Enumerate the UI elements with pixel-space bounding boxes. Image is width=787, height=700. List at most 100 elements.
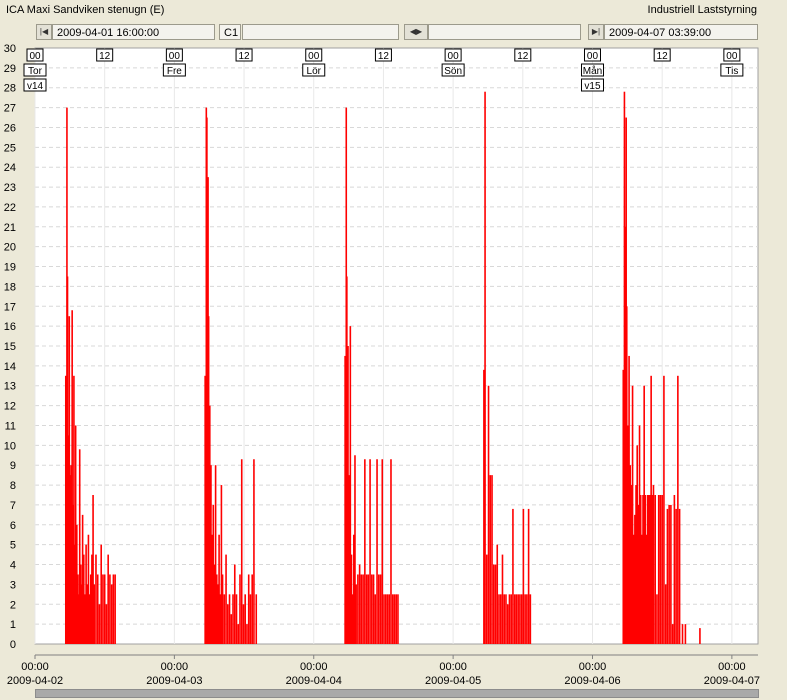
data-bar xyxy=(251,574,253,644)
data-bar xyxy=(681,624,684,644)
data-bar xyxy=(82,554,85,644)
data-bar xyxy=(353,534,355,644)
data-bar xyxy=(397,594,399,644)
seek-start-icon[interactable]: |◀ xyxy=(36,24,52,40)
data-bar xyxy=(383,594,385,644)
day-label: Fre xyxy=(167,66,182,77)
data-bar xyxy=(377,574,380,644)
data-bar xyxy=(650,375,652,644)
data-bar xyxy=(625,306,628,644)
y-tick-label: 18 xyxy=(4,281,16,293)
data-bar xyxy=(207,316,210,644)
data-bar xyxy=(92,495,94,644)
data-bar xyxy=(103,574,106,644)
data-bar xyxy=(395,594,398,644)
x-tick-date: 2009-04-02 xyxy=(7,675,63,687)
y-tick-label: 2 xyxy=(10,599,16,611)
data-bar xyxy=(632,534,635,644)
hour-marker-label: 00 xyxy=(587,51,599,62)
data-bar xyxy=(508,594,511,644)
x-tick-date: 2009-04-03 xyxy=(146,675,202,687)
data-bar xyxy=(223,594,226,644)
window-subtitle: Industriell Laststyrning xyxy=(647,4,757,16)
day-label: Sön xyxy=(444,66,462,77)
data-bar xyxy=(215,574,218,644)
day-label: Lör xyxy=(307,66,322,77)
day-label-box xyxy=(302,63,326,77)
data-bar xyxy=(365,574,368,644)
data-bar xyxy=(637,504,640,644)
seek-end-icon[interactable]: ▶| xyxy=(588,24,604,40)
data-bar xyxy=(651,495,654,644)
data-bar xyxy=(646,495,649,644)
data-bar xyxy=(489,475,492,644)
data-bar xyxy=(354,455,356,644)
end-time-text: 2009-04-07 03:39:00 xyxy=(609,27,712,39)
hour-marker-label: 00 xyxy=(308,51,320,62)
data-bar xyxy=(253,459,255,644)
data-bar xyxy=(214,465,217,644)
data-bar xyxy=(358,564,361,644)
x-tick-time: 00:00 xyxy=(21,661,49,673)
data-bar xyxy=(699,628,701,644)
data-bar xyxy=(634,514,636,644)
start-time-field[interactable]: 2009-04-01 16:00:00 xyxy=(52,24,215,40)
data-bar xyxy=(659,495,662,644)
day-label-box xyxy=(162,63,186,77)
data-bar xyxy=(84,594,86,644)
scroll-track[interactable] xyxy=(428,24,581,40)
data-bar xyxy=(71,504,74,644)
week-label-box xyxy=(580,78,604,92)
hour-marker-label: 00 xyxy=(448,51,460,62)
y-tick-label: 12 xyxy=(4,401,16,413)
hour-marker-label-box xyxy=(235,48,253,62)
data-bar xyxy=(486,554,488,644)
data-bar xyxy=(114,574,116,644)
data-bar xyxy=(499,594,502,644)
channel-text: C1 xyxy=(224,27,239,39)
data-bar xyxy=(503,594,506,644)
data-bar xyxy=(643,385,645,644)
data-bar xyxy=(244,594,247,644)
y-tick-label: 20 xyxy=(4,242,16,254)
data-bar xyxy=(221,574,224,644)
data-bar xyxy=(670,504,672,644)
data-bar xyxy=(484,91,486,644)
data-bar xyxy=(512,508,514,644)
data-bar xyxy=(388,594,391,644)
scroll-arrows-icon[interactable]: ◀▶ xyxy=(404,24,428,40)
data-bar xyxy=(213,564,216,644)
data-bar xyxy=(227,604,229,644)
hour-marker-label: 00 xyxy=(169,51,181,62)
data-bar xyxy=(501,554,504,644)
data-bar xyxy=(232,594,234,644)
data-bar xyxy=(684,624,687,644)
data-bar xyxy=(374,594,377,644)
y-tick-label: 0 xyxy=(10,639,16,651)
channel-field[interactable]: C1 xyxy=(219,24,241,40)
data-bar xyxy=(513,594,516,644)
horizontal-scrollbar[interactable] xyxy=(35,689,759,698)
data-bar xyxy=(510,594,512,644)
hour-marker-label-box xyxy=(514,48,532,62)
data-bar xyxy=(678,508,681,644)
data-bar xyxy=(390,459,392,644)
hour-marker-label: 00 xyxy=(29,51,41,62)
y-tick-label: 11 xyxy=(5,420,16,432)
day-label-box xyxy=(720,63,744,77)
data-bar xyxy=(351,594,354,644)
data-bar xyxy=(372,574,375,644)
end-time-field[interactable]: 2009-04-07 03:39:00 xyxy=(604,24,758,40)
data-bar xyxy=(230,614,233,644)
y-tick-label: 13 xyxy=(4,381,16,393)
data-bar xyxy=(673,495,676,644)
y-tick-label: 16 xyxy=(4,321,16,333)
data-bar xyxy=(242,604,245,644)
data-bar xyxy=(85,544,87,644)
week-label-box xyxy=(23,78,47,92)
data-bar xyxy=(648,495,650,644)
y-tick-label: 27 xyxy=(4,103,16,115)
data-bar xyxy=(627,425,629,644)
data-bar xyxy=(664,584,667,644)
data-bar xyxy=(76,524,78,644)
